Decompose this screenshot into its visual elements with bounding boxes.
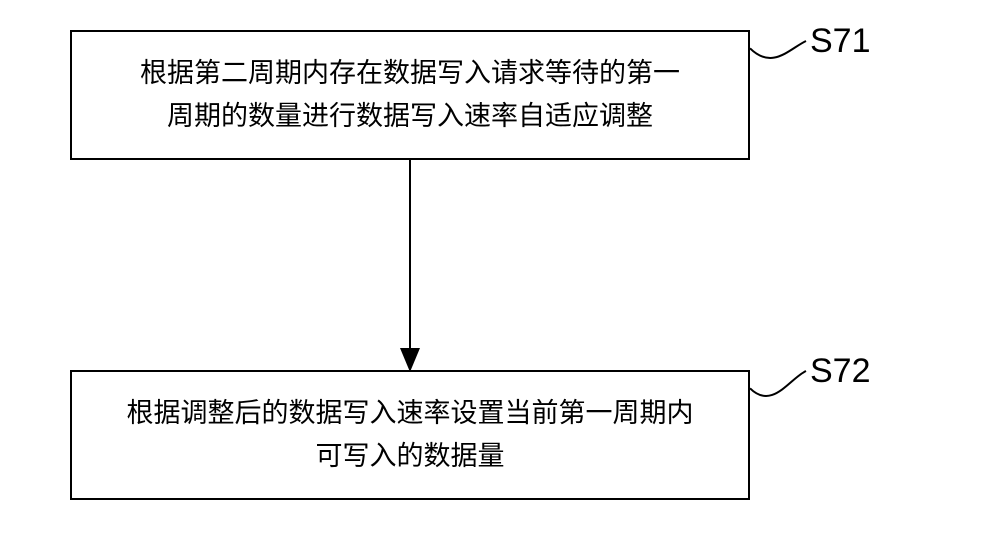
- flowchart-node-s71-label: S71: [810, 22, 871, 61]
- flowchart-canvas: 根据第二周期内存在数据写入请求等待的第一 周期的数量进行数据写入速率自适应调整 …: [0, 0, 1000, 540]
- flowchart-node-s72: 根据调整后的数据写入速率设置当前第一周期内 可写入的数据量: [70, 370, 750, 500]
- flowchart-edge: [400, 160, 420, 370]
- label-connector-s71: [750, 41, 810, 52]
- flowchart-node-s71: 根据第二周期内存在数据写入请求等待的第一 周期的数量进行数据写入速率自适应调整: [70, 30, 750, 160]
- flowchart-node-s71-text: 根据第二周期内存在数据写入请求等待的第一 周期的数量进行数据写入速率自适应调整: [140, 52, 680, 138]
- flowchart-node-s72-label: S72: [810, 352, 871, 391]
- label-connector-s72: [750, 371, 810, 392]
- flowchart-node-s72-text: 根据调整后的数据写入速率设置当前第一周期内 可写入的数据量: [127, 392, 694, 478]
